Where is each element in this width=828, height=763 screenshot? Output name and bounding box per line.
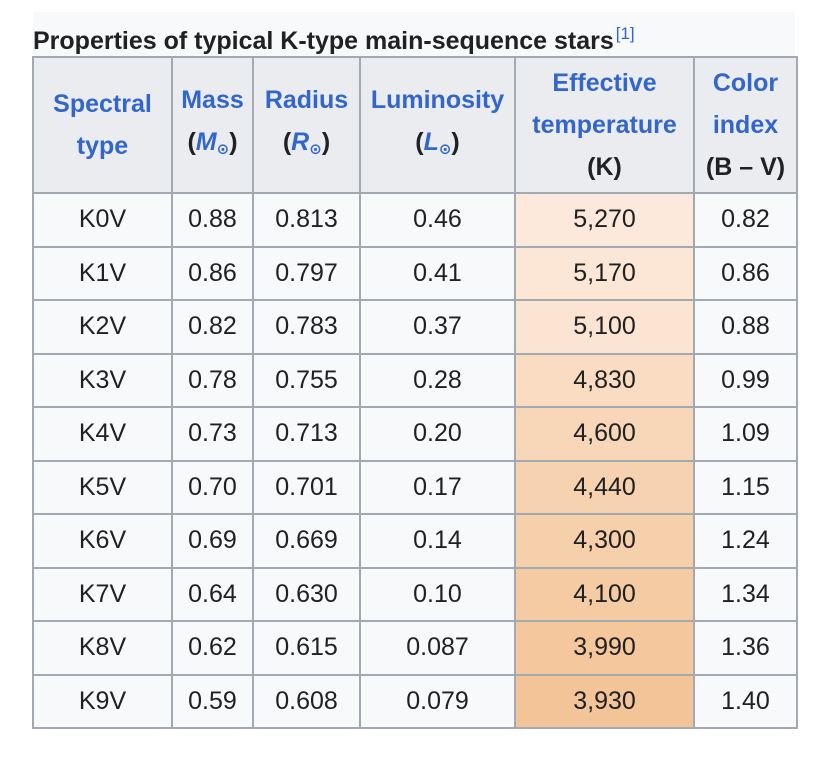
cell-temperature: 4,300 bbox=[514, 513, 695, 569]
cell-spectral-type: K6V bbox=[32, 513, 173, 569]
cell-color-index: 1.40 bbox=[693, 673, 798, 729]
table-row: K4V 0.73 0.713 0.20 4,600 1.09 bbox=[32, 406, 798, 462]
table-row: K1V 0.86 0.797 0.41 5,170 0.86 bbox=[32, 245, 798, 301]
cell-spectral-type: K8V bbox=[32, 620, 173, 676]
table-caption: Properties of typical K-type main-sequen… bbox=[33, 12, 795, 56]
cell-temperature: 4,830 bbox=[514, 352, 695, 408]
cell-luminosity: 0.37 bbox=[359, 299, 516, 355]
cell-spectral-type: K1V bbox=[32, 245, 173, 301]
table-row: K8V 0.62 0.615 0.087 3,990 1.36 bbox=[32, 620, 798, 676]
cell-color-index: 1.15 bbox=[693, 459, 798, 515]
header-luminosity[interactable]: Luminosity (L⊙) bbox=[359, 56, 516, 194]
header-color-index[interactable]: Color index (B – V) bbox=[693, 56, 798, 194]
cell-luminosity: 0.41 bbox=[359, 245, 516, 301]
table-row: K7V 0.64 0.630 0.10 4,100 1.34 bbox=[32, 566, 798, 622]
cell-radius: 0.615 bbox=[252, 620, 361, 676]
cell-luminosity: 0.46 bbox=[359, 192, 516, 248]
cell-spectral-type: K5V bbox=[32, 459, 173, 515]
cell-spectral-type: K7V bbox=[32, 566, 173, 622]
cell-temperature: 4,600 bbox=[514, 406, 695, 462]
cell-color-index: 0.88 bbox=[693, 299, 798, 355]
cell-temperature: 5,100 bbox=[514, 299, 695, 355]
caption-title: Properties of typical K-type main-sequen… bbox=[33, 27, 614, 55]
table-row: K9V 0.59 0.608 0.079 3,930 1.40 bbox=[32, 673, 798, 729]
cell-mass: 0.82 bbox=[171, 299, 254, 355]
header-effective-temperature[interactable]: Effective temperature (K) bbox=[514, 56, 695, 194]
cell-temperature: 5,270 bbox=[514, 192, 695, 248]
cell-radius: 0.608 bbox=[252, 673, 361, 729]
cell-temperature: 4,440 bbox=[514, 459, 695, 515]
cell-radius: 0.813 bbox=[252, 192, 361, 248]
table-body: K0V 0.88 0.813 0.46 5,270 0.82 K1V 0.86 0.797 0.… bbox=[32, 192, 798, 729]
citation-ref[interactable]: [1] bbox=[615, 24, 635, 43]
cell-spectral-type: K9V bbox=[32, 673, 173, 729]
cell-temperature: 3,990 bbox=[514, 620, 695, 676]
cell-mass: 0.70 bbox=[171, 459, 254, 515]
cell-mass: 0.86 bbox=[171, 245, 254, 301]
cell-spectral-type: K3V bbox=[32, 352, 173, 408]
header-row: Spectral type Mass (M⊙) Radius (R⊙) Lumi… bbox=[32, 56, 798, 194]
table-row: K2V 0.82 0.783 0.37 5,100 0.88 bbox=[32, 299, 798, 355]
cell-luminosity: 0.10 bbox=[359, 566, 516, 622]
cell-radius: 0.630 bbox=[252, 566, 361, 622]
cell-color-index: 1.36 bbox=[693, 620, 798, 676]
cell-color-index: 0.82 bbox=[693, 192, 798, 248]
cell-mass: 0.88 bbox=[171, 192, 254, 248]
cell-luminosity: 0.079 bbox=[359, 673, 516, 729]
cell-color-index: 1.09 bbox=[693, 406, 798, 462]
cell-color-index: 1.34 bbox=[693, 566, 798, 622]
table-row: K5V 0.70 0.701 0.17 4,440 1.15 bbox=[32, 459, 798, 515]
cell-temperature: 5,170 bbox=[514, 245, 695, 301]
cell-mass: 0.78 bbox=[171, 352, 254, 408]
cell-radius: 0.797 bbox=[252, 245, 361, 301]
cell-spectral-type: K0V bbox=[32, 192, 173, 248]
cell-mass: 0.64 bbox=[171, 566, 254, 622]
cell-spectral-type: K2V bbox=[32, 299, 173, 355]
table-row: K6V 0.69 0.669 0.14 4,300 1.24 bbox=[32, 513, 798, 569]
cell-radius: 0.701 bbox=[252, 459, 361, 515]
cell-luminosity: 0.17 bbox=[359, 459, 516, 515]
cell-luminosity: 0.28 bbox=[359, 352, 516, 408]
cell-mass: 0.73 bbox=[171, 406, 254, 462]
cell-radius: 0.669 bbox=[252, 513, 361, 569]
cell-radius: 0.755 bbox=[252, 352, 361, 408]
table-row: K0V 0.88 0.813 0.46 5,270 0.82 bbox=[32, 192, 798, 248]
cell-luminosity: 0.14 bbox=[359, 513, 516, 569]
cell-luminosity: 0.087 bbox=[359, 620, 516, 676]
table-row: K3V 0.78 0.755 0.28 4,830 0.99 bbox=[32, 352, 798, 408]
cell-luminosity: 0.20 bbox=[359, 406, 516, 462]
cell-mass: 0.59 bbox=[171, 673, 254, 729]
cell-radius: 0.783 bbox=[252, 299, 361, 355]
cell-spectral-type: K4V bbox=[32, 406, 173, 462]
header-radius[interactable]: Radius (R⊙) bbox=[252, 56, 361, 194]
cell-radius: 0.713 bbox=[252, 406, 361, 462]
cell-mass: 0.62 bbox=[171, 620, 254, 676]
header-mass[interactable]: Mass (M⊙) bbox=[171, 56, 254, 194]
stars-table: Spectral type Mass (M⊙) Radius (R⊙) Lumi… bbox=[32, 56, 798, 729]
header-spectral-type[interactable]: Spectral type bbox=[32, 56, 173, 194]
cell-mass: 0.69 bbox=[171, 513, 254, 569]
cell-color-index: 0.99 bbox=[693, 352, 798, 408]
cell-temperature: 3,930 bbox=[514, 673, 695, 729]
cell-color-index: 1.24 bbox=[693, 513, 798, 569]
cell-color-index: 0.86 bbox=[693, 245, 798, 301]
cell-temperature: 4,100 bbox=[514, 566, 695, 622]
